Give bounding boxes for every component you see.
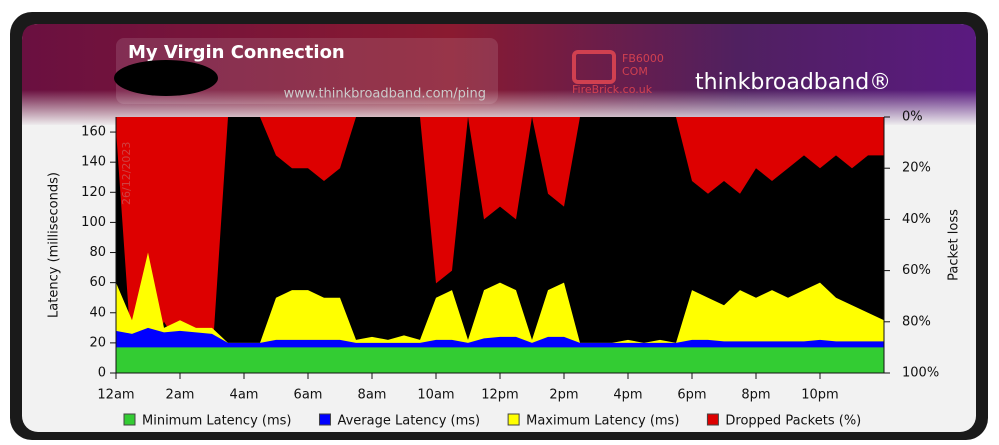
legend-swatch <box>123 413 136 426</box>
firebrick-logo <box>572 50 616 84</box>
x-tick-label: 12am <box>97 388 134 403</box>
x-tick-label: 10pm <box>801 388 838 403</box>
logo-text: FB6000 <box>622 52 664 65</box>
y2-tick-label: 20% <box>902 161 931 176</box>
y-tick-label: 40 <box>89 305 106 320</box>
y2-tick-label: 40% <box>902 212 931 227</box>
x-tick-label: 6pm <box>677 388 706 403</box>
y-tick-label: 160 <box>81 125 106 140</box>
y-tick-label: 20 <box>89 335 106 350</box>
subtitle: www.thinkbroadband.com/ping <box>284 87 486 102</box>
legend-swatch <box>318 413 331 426</box>
x-tick-label: 4am <box>230 388 259 403</box>
redaction <box>114 60 218 96</box>
x-tick-label: 12pm <box>481 388 518 403</box>
date-annotation: 26/12/2023 <box>120 142 133 205</box>
y2-tick-label: 100% <box>902 366 939 381</box>
logo-text: thinkbroadband® <box>695 70 891 95</box>
y-tick-label: 60 <box>89 275 106 290</box>
chart-title: My Virgin Connection <box>128 42 345 63</box>
y2-axis-title: Packet loss <box>947 209 962 281</box>
x-tick-label: 8pm <box>741 388 770 403</box>
area <box>116 347 884 373</box>
x-tick-label: 2am <box>166 388 195 403</box>
y-tick-label: 140 <box>81 155 106 170</box>
legend-label: Maximum Latency (ms) <box>526 414 679 429</box>
legend-label: Dropped Packets (%) <box>725 414 861 429</box>
legend-swatch <box>706 413 719 426</box>
x-tick-label: 8am <box>358 388 387 403</box>
legend-label: Minimum Latency (ms) <box>142 414 291 429</box>
x-tick-label: 10am <box>417 388 454 403</box>
y2-tick-label: 60% <box>902 263 931 278</box>
y-tick-label: 120 <box>81 185 106 200</box>
y2-tick-label: 0% <box>902 110 923 125</box>
legend-swatch <box>507 413 520 426</box>
y-axis-title: Latency (milliseconds) <box>47 172 62 318</box>
y-tick-label: 100 <box>81 215 106 230</box>
logo-text: FireBrick.co.uk <box>572 83 653 96</box>
x-tick-label: 6am <box>294 388 323 403</box>
x-tick-label: 2pm <box>549 388 578 403</box>
legend-label: Average Latency (ms) <box>337 414 480 429</box>
y-tick-label: 80 <box>89 245 106 260</box>
y2-tick-label: 80% <box>902 314 931 329</box>
x-tick-label: 4pm <box>613 388 642 403</box>
area <box>116 117 884 361</box>
title-box <box>116 38 498 104</box>
y-tick-label: 0 <box>98 366 106 381</box>
logo-text: COM <box>622 65 648 78</box>
